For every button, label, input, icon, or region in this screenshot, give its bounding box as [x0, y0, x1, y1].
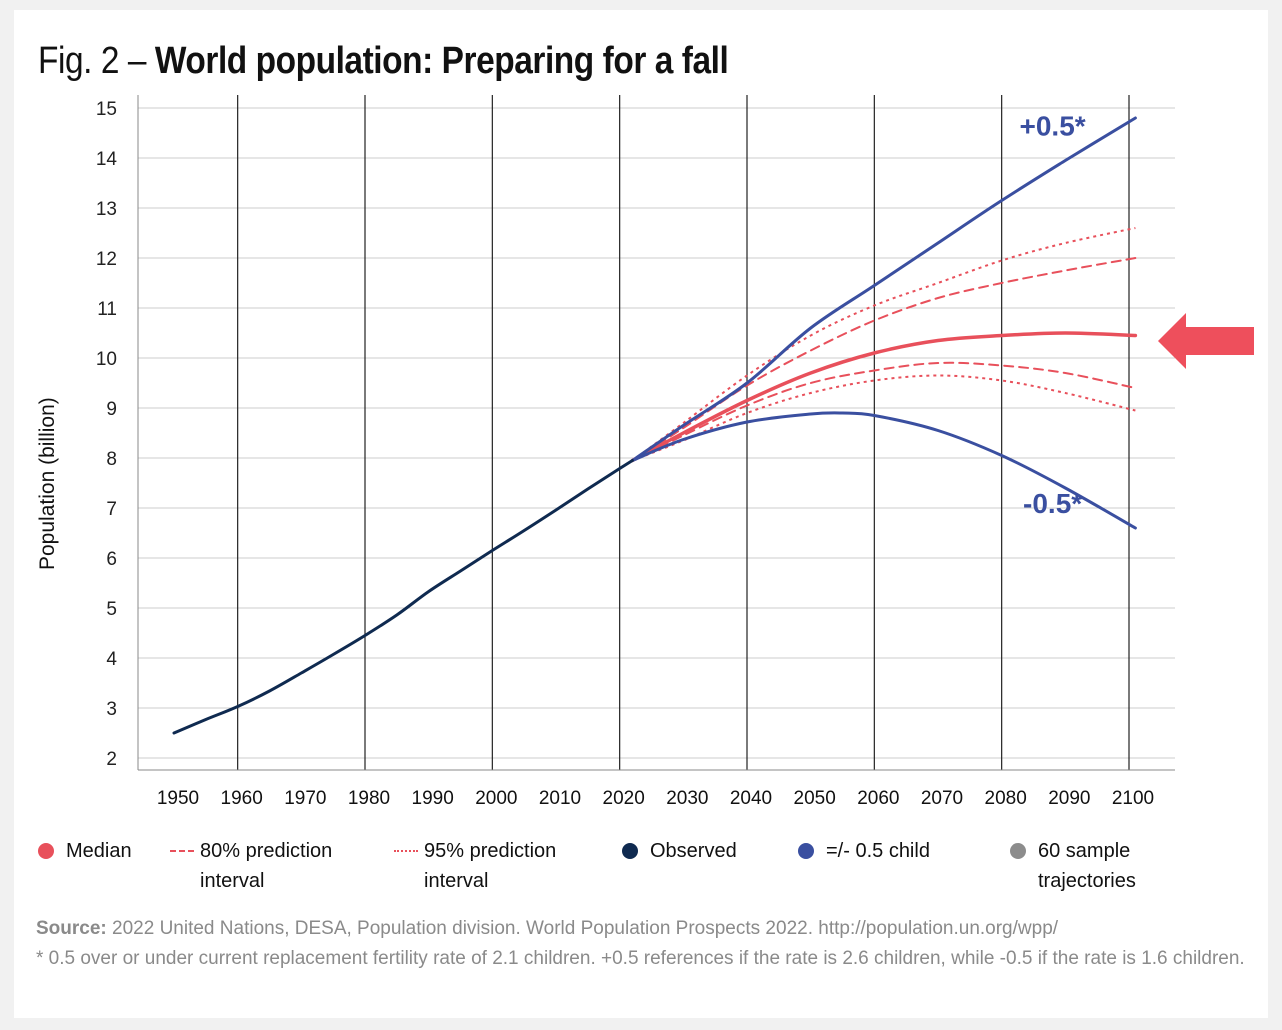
series-line-80-prediction-interval-upper [631, 257, 1137, 462]
legend-swatch-dashed [170, 836, 196, 866]
series-line-observed [172, 459, 634, 735]
y-tick-label: 9 [106, 399, 117, 420]
y-tick-label: 12 [96, 249, 117, 270]
y-tick-label: 2 [106, 749, 117, 770]
legend-item-median: Median [36, 836, 132, 866]
annotation-minus-half: -0.5* [1023, 488, 1082, 519]
figure-title: Fig. 2 – World population: Preparing for… [38, 40, 729, 83]
population-chart: 2 3 4 5 6 7 8 9 10 11 12 13 14 15 1950 1960 1970 1980 1990… [96, 95, 1175, 809]
legend-swatch-variant [796, 836, 822, 866]
legend-label: Observed [650, 840, 737, 862]
y-tick-label: 5 [106, 599, 117, 620]
figure-title-prefix: Fig. 2 – [38, 40, 155, 82]
legend-label: 60 sample [1038, 840, 1131, 862]
annotation-plus-half: +0.5* [1020, 111, 1086, 142]
x-tick-label: 2050 [794, 788, 836, 809]
y-tick-label: 8 [106, 449, 117, 470]
figure-title-main: World population: Preparing for a fall [154, 40, 729, 82]
legend-label: 95% prediction [424, 840, 557, 862]
legend-item-observed: Observed [620, 836, 737, 866]
legend-swatch-dotted [394, 836, 420, 866]
x-tick-label: 2060 [857, 788, 899, 809]
x-tick-label: 2000 [475, 788, 517, 809]
series-line-0-5 [630, 116, 1137, 462]
x-tick-label: 2090 [1048, 788, 1090, 809]
legend-swatch-median [36, 836, 62, 866]
x-tick-label: 2040 [730, 788, 772, 809]
legend-label: Median [66, 840, 132, 862]
legend-item-samples: 60 sample trajectories [1008, 836, 1136, 896]
y-tick-label: 7 [106, 499, 117, 520]
legend-label: 80% prediction [200, 840, 333, 862]
x-tick-label: 2010 [539, 788, 581, 809]
source-text: 2022 United Nations, DESA, Population di… [106, 918, 1059, 939]
figure-card [14, 10, 1268, 1018]
x-tick-label: 2070 [921, 788, 963, 809]
y-tick-label: 13 [96, 199, 117, 220]
footnote-text: * 0.5 over or under current replacement … [36, 948, 1245, 969]
legend-swatch-samples [1008, 836, 1034, 866]
series-line-median [630, 331, 1138, 463]
series-line-95-prediction-interval-upper [631, 227, 1136, 462]
x-tick-label: 1970 [284, 788, 326, 809]
legend-item-95-interval: 95% prediction interval [394, 836, 556, 896]
x-tick-label: 2080 [985, 788, 1027, 809]
y-axis-label: Population (billion) [36, 397, 59, 570]
source-note: Source: 2022 United Nations, DESA, Popul… [36, 914, 1246, 974]
x-tick-label: 2030 [666, 788, 708, 809]
legend-swatch-observed [620, 836, 646, 866]
y-tick-label: 10 [96, 349, 117, 370]
series-line-0-5 [630, 411, 1137, 530]
legend-item-80-interval: 80% prediction interval [170, 836, 332, 896]
y-tick-label: 3 [106, 699, 117, 720]
y-tick-label: 14 [96, 149, 118, 170]
legend-label-line2: trajectories [1038, 870, 1136, 892]
legend-label-line2: interval [200, 870, 265, 892]
series-line-80-prediction-interval-lower [631, 361, 1137, 462]
y-tick-label: 15 [96, 99, 117, 120]
y-tick-label: 4 [106, 649, 117, 670]
y-tick-label: 6 [106, 549, 117, 570]
median-highlight-arrow-icon [1158, 313, 1254, 369]
x-tick-label: 1950 [157, 788, 199, 809]
x-tick-label: 1980 [348, 788, 390, 809]
x-tick-label: 1960 [221, 788, 263, 809]
legend: Median 80% prediction interval 95% predic… [0, 836, 1282, 896]
source-label: Source: [36, 918, 107, 939]
x-tick-label: 1990 [412, 788, 454, 809]
x-tick-label: 2100 [1112, 788, 1154, 809]
x-tick-label: 2020 [603, 788, 645, 809]
y-tick-label: 11 [97, 299, 117, 320]
legend-label-line2: interval [424, 870, 489, 892]
legend-label: =/- 0.5 child [826, 840, 930, 862]
legend-item-variant: =/- 0.5 child [796, 836, 930, 866]
